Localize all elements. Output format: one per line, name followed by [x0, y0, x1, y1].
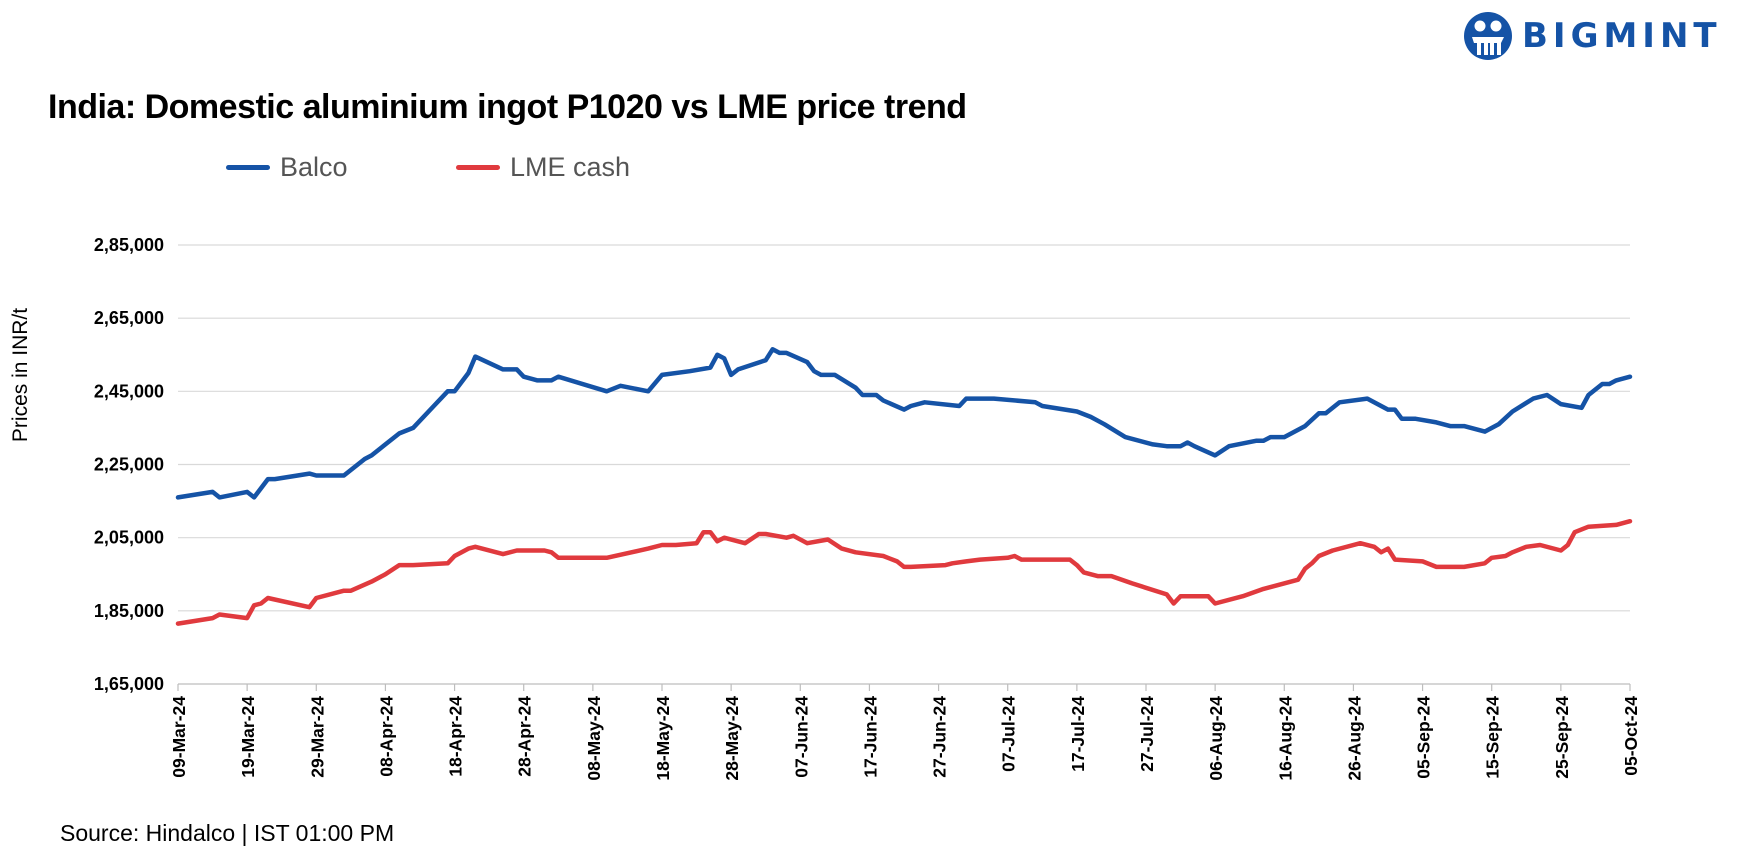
bigmint-logo-icon	[1464, 12, 1512, 60]
x-tick-label: 28-May-24	[722, 696, 742, 781]
x-axis: 09-Mar-24 19-Mar-24 29-Mar-24 08-Apr-24 18-A…	[169, 684, 1641, 781]
y-tick-label: 1,85,000	[94, 601, 164, 621]
series-line-lme-cash	[175, 518, 1633, 626]
x-tick-label: 17-Jun-24	[860, 696, 880, 778]
y-tick-label: 2,65,000	[94, 308, 164, 328]
chart-title: India: Domestic aluminium ingot P1020 vs…	[48, 88, 967, 126]
x-tick-label: 07-Jun-24	[791, 696, 811, 778]
legend-swatch-lme-cash	[456, 165, 500, 170]
y-axis: 1,65,000 1,85,000 2,05,000 2,25,000 2,45,000…	[94, 235, 164, 694]
x-tick-label: 17-Jul-24	[1068, 696, 1088, 772]
y-tick-label: 2,25,000	[94, 455, 164, 475]
legend-label-balco: Balco	[280, 152, 348, 182]
y-tick-label: 2,05,000	[94, 528, 164, 548]
x-tick-label: 26-Aug-24	[1344, 696, 1364, 781]
x-tick-label: 07-Jul-24	[999, 696, 1019, 772]
y-tick-label: 2,85,000	[94, 235, 164, 255]
x-tick-label: 06-Aug-24	[1206, 696, 1226, 781]
source-note: Source: Hindalco | IST 01:00 PM	[60, 820, 395, 846]
legend-item-lme-cash: LME cash	[456, 152, 630, 183]
x-tick-label: 29-Mar-24	[307, 696, 327, 778]
x-tick-label: 28-Apr-24	[515, 696, 535, 777]
x-tick-label: 08-May-24	[584, 696, 604, 781]
x-tick-label: 05-Oct-24	[1621, 696, 1641, 776]
legend-label-lme-cash: LME cash	[510, 152, 631, 182]
series-lines	[175, 347, 1633, 626]
y-tick-label: 1,65,000	[94, 674, 164, 694]
y-tick-label: 2,45,000	[94, 381, 164, 401]
x-tick-label: 25-Sep-24	[1552, 696, 1572, 779]
brand-logo: BIGMINT	[1462, 8, 1722, 64]
y-axis-label: Prices in INR/t	[9, 308, 32, 442]
x-tick-label: 27-Jun-24	[930, 696, 950, 778]
x-tick-label: 27-Jul-24	[1137, 696, 1157, 772]
x-tick-label: 15-Sep-24	[1483, 696, 1503, 779]
grid-lines	[178, 244, 1630, 685]
legend-item-balco: Balco	[226, 152, 348, 183]
brand-name: BIGMINT	[1522, 16, 1722, 56]
x-tick-label: 09-Mar-24	[169, 696, 189, 778]
x-tick-label: 08-Apr-24	[376, 696, 396, 777]
series-line-balco	[175, 347, 1633, 500]
x-tick-label: 19-Mar-24	[238, 696, 258, 778]
x-tick-label: 18-Apr-24	[446, 696, 466, 777]
x-tick-label: 05-Sep-24	[1414, 696, 1434, 779]
x-tick-label: 18-May-24	[653, 696, 673, 781]
legend-swatch-balco	[226, 165, 270, 170]
x-tick-label: 16-Aug-24	[1275, 696, 1295, 781]
